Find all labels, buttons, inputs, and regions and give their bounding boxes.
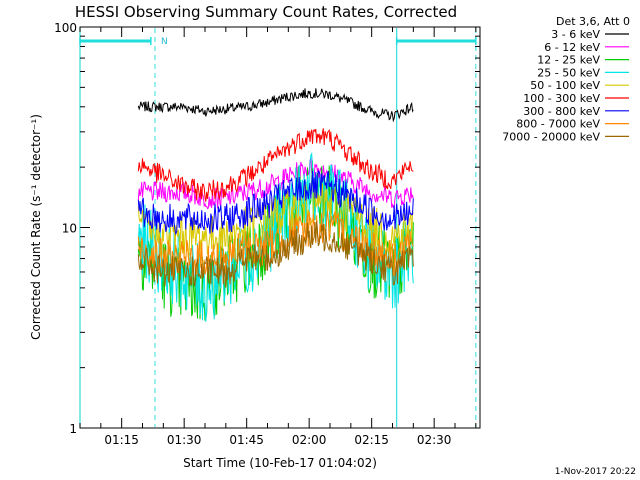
series-line xyxy=(137,169,414,236)
legend-label: 6 - 12 keV xyxy=(544,41,600,54)
y-tick-label: 10 xyxy=(62,222,77,236)
x-tick-label: 02:00 xyxy=(292,433,327,447)
x-tick-label: 02:30 xyxy=(417,433,452,447)
footer-date: 1-Nov-2017 20:22 xyxy=(555,467,636,477)
series-line xyxy=(137,156,414,210)
legend-header: Det 3,6, Att 0 xyxy=(556,15,630,28)
x-tick-label: 01:45 xyxy=(229,433,264,447)
legend-label: 800 - 7000 keV xyxy=(516,118,600,131)
x-axis-label: Start Time (10-Feb-17 01:04:02) xyxy=(183,456,377,470)
legend-label: 100 - 300 keV xyxy=(523,92,600,105)
annotation-label: N xyxy=(161,37,168,47)
y-axis: 1 10 100 xyxy=(54,21,480,436)
series-layer xyxy=(137,88,414,322)
legend-label: 25 - 50 keV xyxy=(537,66,600,79)
x-tick-label: 01:30 xyxy=(167,433,202,447)
plot-frame xyxy=(79,26,481,429)
series-line xyxy=(137,221,414,288)
series-line xyxy=(137,211,414,278)
x-tick-label: 02:15 xyxy=(354,433,389,447)
chart-title: HESSI Observing Summary Count Rates, Cor… xyxy=(75,3,457,21)
x-tick-label: 01:15 xyxy=(104,433,139,447)
y-tick-label: 1 xyxy=(69,422,77,436)
series-line xyxy=(137,88,414,123)
y-axis-label: Corrected Count Rate (s⁻¹ detector⁻¹) xyxy=(29,114,43,340)
series-line xyxy=(137,128,414,202)
legend-label: 12 - 25 keV xyxy=(537,54,600,67)
legend-label: 7000 - 20000 keV xyxy=(502,130,600,143)
y-tick-label: 100 xyxy=(54,21,77,35)
legend-label: 50 - 100 keV xyxy=(530,79,600,92)
legend-label: 300 - 800 keV xyxy=(523,105,600,118)
legend-label: 3 - 6 keV xyxy=(551,28,600,41)
x-axis: 01:15 01:30 01:45 02:00 02:15 02:30 xyxy=(79,27,477,447)
